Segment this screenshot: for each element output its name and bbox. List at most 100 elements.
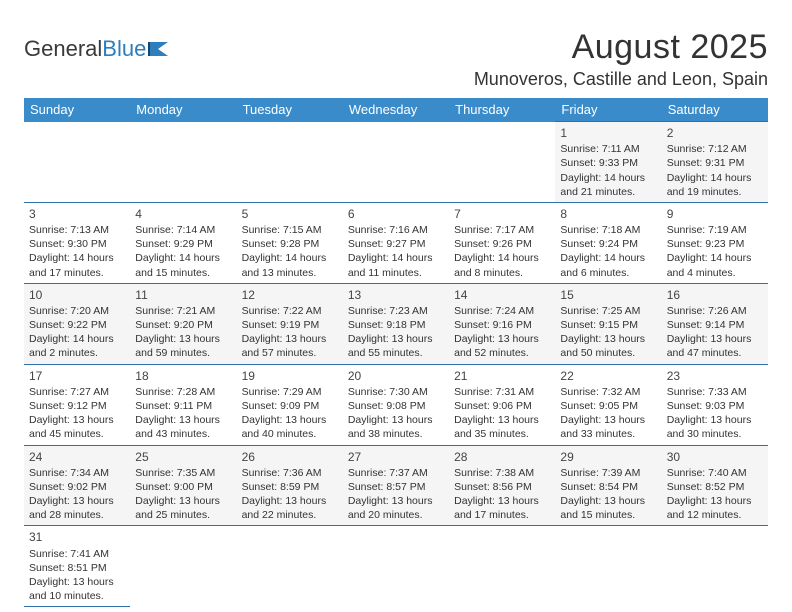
day-number: 29 <box>560 449 656 465</box>
calendar-day-cell <box>343 526 449 607</box>
calendar-day-cell: 11Sunrise: 7:21 AMSunset: 9:20 PMDayligh… <box>130 283 236 364</box>
daylight-line: Daylight: 13 hours and 47 minutes. <box>667 332 763 360</box>
sunset-line: Sunset: 8:56 PM <box>454 480 550 494</box>
daylight-line: Daylight: 13 hours and 57 minutes. <box>242 332 338 360</box>
day-number: 21 <box>454 368 550 384</box>
sunset-line: Sunset: 9:12 PM <box>29 399 125 413</box>
daylight-line: Daylight: 13 hours and 55 minutes. <box>348 332 444 360</box>
calendar-day-cell: 26Sunrise: 7:36 AMSunset: 8:59 PMDayligh… <box>237 445 343 526</box>
day-number: 5 <box>242 206 338 222</box>
calendar-day-cell: 10Sunrise: 7:20 AMSunset: 9:22 PMDayligh… <box>24 283 130 364</box>
calendar-day-cell <box>130 122 236 203</box>
daylight-line: Daylight: 14 hours and 17 minutes. <box>29 251 125 279</box>
sunrise-line: Sunrise: 7:35 AM <box>135 466 231 480</box>
day-number: 22 <box>560 368 656 384</box>
day-number: 20 <box>348 368 444 384</box>
sunrise-line: Sunrise: 7:19 AM <box>667 223 763 237</box>
day-number: 11 <box>135 287 231 303</box>
sunset-line: Sunset: 9:15 PM <box>560 318 656 332</box>
sunset-line: Sunset: 8:54 PM <box>560 480 656 494</box>
calendar-day-cell: 14Sunrise: 7:24 AMSunset: 9:16 PMDayligh… <box>449 283 555 364</box>
calendar-day-cell: 6Sunrise: 7:16 AMSunset: 9:27 PMDaylight… <box>343 202 449 283</box>
header: GeneralBlue August 2025 Munoveros, Casti… <box>24 28 768 90</box>
sunset-line: Sunset: 8:52 PM <box>667 480 763 494</box>
daylight-line: Daylight: 13 hours and 52 minutes. <box>454 332 550 360</box>
calendar-day-cell: 15Sunrise: 7:25 AMSunset: 9:15 PMDayligh… <box>555 283 661 364</box>
sunrise-line: Sunrise: 7:29 AM <box>242 385 338 399</box>
sunset-line: Sunset: 9:30 PM <box>29 237 125 251</box>
sunset-line: Sunset: 9:03 PM <box>667 399 763 413</box>
sunset-line: Sunset: 9:16 PM <box>454 318 550 332</box>
daylight-line: Daylight: 13 hours and 35 minutes. <box>454 413 550 441</box>
sunset-line: Sunset: 9:18 PM <box>348 318 444 332</box>
daylight-line: Daylight: 13 hours and 38 minutes. <box>348 413 444 441</box>
logo-text-1: General <box>24 36 102 62</box>
daylight-line: Daylight: 13 hours and 12 minutes. <box>667 494 763 522</box>
daylight-line: Daylight: 14 hours and 11 minutes. <box>348 251 444 279</box>
calendar-week-row: 24Sunrise: 7:34 AMSunset: 9:02 PMDayligh… <box>24 445 768 526</box>
daylight-line: Daylight: 13 hours and 50 minutes. <box>560 332 656 360</box>
sunrise-line: Sunrise: 7:28 AM <box>135 385 231 399</box>
sunrise-line: Sunrise: 7:22 AM <box>242 304 338 318</box>
sunrise-line: Sunrise: 7:25 AM <box>560 304 656 318</box>
calendar-day-cell <box>343 122 449 203</box>
sunrise-line: Sunrise: 7:20 AM <box>29 304 125 318</box>
sunset-line: Sunset: 9:20 PM <box>135 318 231 332</box>
sunrise-line: Sunrise: 7:16 AM <box>348 223 444 237</box>
day-number: 4 <box>135 206 231 222</box>
sunset-line: Sunset: 9:05 PM <box>560 399 656 413</box>
day-number: 10 <box>29 287 125 303</box>
sunrise-line: Sunrise: 7:38 AM <box>454 466 550 480</box>
daylight-line: Daylight: 13 hours and 20 minutes. <box>348 494 444 522</box>
weekday-header: Monday <box>130 98 236 122</box>
sunset-line: Sunset: 9:23 PM <box>667 237 763 251</box>
daylight-line: Daylight: 13 hours and 17 minutes. <box>454 494 550 522</box>
sunrise-line: Sunrise: 7:15 AM <box>242 223 338 237</box>
daylight-line: Daylight: 13 hours and 59 minutes. <box>135 332 231 360</box>
daylight-line: Daylight: 13 hours and 40 minutes. <box>242 413 338 441</box>
calendar-day-cell: 30Sunrise: 7:40 AMSunset: 8:52 PMDayligh… <box>662 445 768 526</box>
day-number: 15 <box>560 287 656 303</box>
day-number: 8 <box>560 206 656 222</box>
sunset-line: Sunset: 8:51 PM <box>29 561 125 575</box>
sunrise-line: Sunrise: 7:11 AM <box>560 142 656 156</box>
day-number: 2 <box>667 125 763 141</box>
sunrise-line: Sunrise: 7:14 AM <box>135 223 231 237</box>
calendar-day-cell <box>449 122 555 203</box>
day-number: 25 <box>135 449 231 465</box>
day-number: 13 <box>348 287 444 303</box>
weekday-header: Friday <box>555 98 661 122</box>
day-number: 30 <box>667 449 763 465</box>
daylight-line: Daylight: 13 hours and 30 minutes. <box>667 413 763 441</box>
day-number: 1 <box>560 125 656 141</box>
sunrise-line: Sunrise: 7:13 AM <box>29 223 125 237</box>
sunrise-line: Sunrise: 7:21 AM <box>135 304 231 318</box>
sunrise-line: Sunrise: 7:40 AM <box>667 466 763 480</box>
calendar-week-row: 1Sunrise: 7:11 AMSunset: 9:33 PMDaylight… <box>24 122 768 203</box>
calendar-day-cell: 20Sunrise: 7:30 AMSunset: 9:08 PMDayligh… <box>343 364 449 445</box>
calendar-day-cell: 23Sunrise: 7:33 AMSunset: 9:03 PMDayligh… <box>662 364 768 445</box>
sunset-line: Sunset: 9:09 PM <box>242 399 338 413</box>
weekday-header: Tuesday <box>237 98 343 122</box>
logo-flag-icon <box>148 40 172 58</box>
calendar-day-cell <box>555 526 661 607</box>
day-number: 18 <box>135 368 231 384</box>
daylight-line: Daylight: 14 hours and 4 minutes. <box>667 251 763 279</box>
day-number: 24 <box>29 449 125 465</box>
calendar-week-row: 31Sunrise: 7:41 AMSunset: 8:51 PMDayligh… <box>24 526 768 607</box>
daylight-line: Daylight: 14 hours and 2 minutes. <box>29 332 125 360</box>
daylight-line: Daylight: 14 hours and 21 minutes. <box>560 171 656 199</box>
calendar-day-cell: 1Sunrise: 7:11 AMSunset: 9:33 PMDaylight… <box>555 122 661 203</box>
day-number: 14 <box>454 287 550 303</box>
logo-text-2: Blue <box>102 36 146 62</box>
day-number: 17 <box>29 368 125 384</box>
sunrise-line: Sunrise: 7:26 AM <box>667 304 763 318</box>
daylight-line: Daylight: 13 hours and 33 minutes. <box>560 413 656 441</box>
day-number: 7 <box>454 206 550 222</box>
sunset-line: Sunset: 9:06 PM <box>454 399 550 413</box>
sunset-line: Sunset: 9:08 PM <box>348 399 444 413</box>
weekday-header: Saturday <box>662 98 768 122</box>
day-number: 28 <box>454 449 550 465</box>
daylight-line: Daylight: 13 hours and 22 minutes. <box>242 494 338 522</box>
calendar-day-cell: 16Sunrise: 7:26 AMSunset: 9:14 PMDayligh… <box>662 283 768 364</box>
